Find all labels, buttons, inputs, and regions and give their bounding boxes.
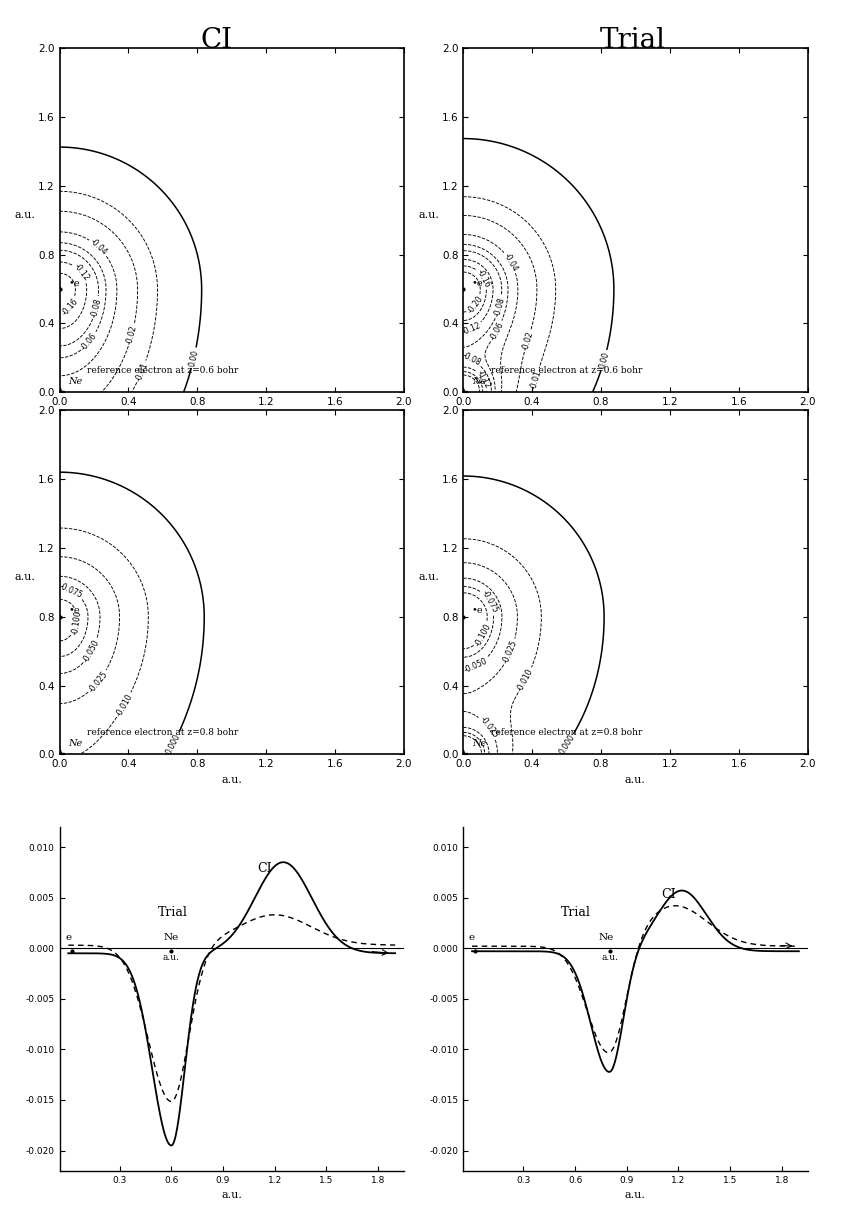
Text: -0.04: -0.04 (502, 251, 519, 273)
Text: -0.025: -0.025 (502, 639, 519, 665)
Text: -0.100: -0.100 (71, 610, 82, 635)
Text: -0.075: -0.075 (58, 582, 84, 600)
Text: -0.16: -0.16 (475, 268, 492, 290)
Text: -0.010: -0.010 (114, 692, 134, 718)
Text: •e: •e (68, 279, 80, 287)
Text: -0.075: -0.075 (479, 589, 500, 616)
Text: a.u.: a.u. (601, 954, 618, 962)
Text: -0.08: -0.08 (90, 297, 103, 319)
Text: -0.12: -0.12 (71, 262, 91, 284)
X-axis label: a.u.: a.u. (221, 1190, 242, 1200)
Text: -0.06: -0.06 (80, 331, 99, 352)
Text: -0.08: -0.08 (461, 351, 482, 368)
Text: Ne: Ne (472, 377, 486, 386)
Text: 0.00: 0.00 (188, 349, 200, 367)
Text: -0.02: -0.02 (520, 330, 535, 351)
Text: Ne: Ne (472, 739, 486, 748)
X-axis label: a.u.: a.u. (625, 1190, 646, 1200)
Text: Ne: Ne (68, 739, 82, 748)
Text: -0.16: -0.16 (60, 296, 80, 317)
Text: CI: CI (258, 862, 272, 875)
Text: Ne: Ne (598, 933, 614, 943)
Text: -0.06: -0.06 (488, 321, 505, 342)
Text: -0.04: -0.04 (88, 238, 109, 257)
Text: 0.000: 0.000 (165, 731, 183, 756)
Text: Ne: Ne (164, 933, 179, 943)
Text: -0.20: -0.20 (466, 295, 485, 315)
Text: -0.100: -0.100 (473, 622, 493, 648)
X-axis label: a.u.: a.u. (221, 775, 242, 785)
Text: -0.01: -0.01 (529, 369, 543, 390)
Text: -0.12: -0.12 (475, 369, 492, 390)
Text: reference electron at z=0.6 bohr: reference electron at z=0.6 bohr (87, 366, 238, 375)
Text: •e: •e (472, 606, 484, 616)
Y-axis label: a.u.: a.u. (418, 210, 439, 220)
Text: Trial: Trial (561, 905, 592, 919)
Text: CI: CI (661, 887, 676, 900)
Text: -0.025: -0.025 (478, 715, 500, 740)
Text: Trial: Trial (157, 905, 188, 919)
Text: -0.025: -0.025 (87, 670, 110, 694)
Text: Ne: Ne (68, 377, 82, 386)
X-axis label: a.u.: a.u. (625, 775, 646, 785)
Text: -0.02: -0.02 (125, 325, 139, 345)
Text: -0.010: -0.010 (516, 667, 536, 693)
Text: 0.00: 0.00 (598, 351, 611, 369)
X-axis label: a.u.: a.u. (625, 413, 646, 422)
Y-axis label: a.u.: a.u. (418, 572, 439, 583)
Text: -0.050: -0.050 (82, 639, 102, 664)
Y-axis label: a.u.: a.u. (14, 572, 36, 583)
Text: reference electron at z=0.6 bohr: reference electron at z=0.6 bohr (490, 366, 642, 375)
Text: e: e (65, 933, 71, 943)
Text: •e: •e (472, 279, 484, 287)
Text: -0.08: -0.08 (492, 297, 507, 317)
Text: 0.000: 0.000 (558, 733, 576, 757)
Text: a.u.: a.u. (163, 954, 180, 962)
Text: -0.01: -0.01 (133, 361, 150, 383)
Text: -0.050: -0.050 (463, 657, 489, 675)
Text: reference electron at z=0.8 bohr: reference electron at z=0.8 bohr (490, 728, 642, 737)
Text: e: e (469, 933, 475, 943)
Text: •e: •e (68, 606, 80, 616)
Text: -0.12: -0.12 (461, 321, 482, 337)
Y-axis label: a.u.: a.u. (14, 210, 36, 220)
Text: CI: CI (201, 27, 233, 53)
Text: reference electron at z=0.8 bohr: reference electron at z=0.8 bohr (87, 728, 238, 737)
X-axis label: a.u.: a.u. (221, 413, 242, 422)
Text: Trial: Trial (600, 27, 666, 53)
